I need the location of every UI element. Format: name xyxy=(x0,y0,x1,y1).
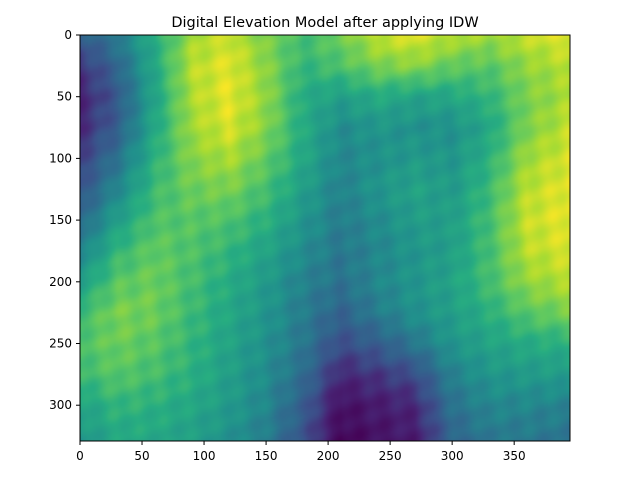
x-tick-label: 350 xyxy=(503,449,526,463)
x-tick-label: 150 xyxy=(255,449,278,463)
y-tick-label: 150 xyxy=(49,213,72,227)
chart-title: Digital Elevation Model after applying I… xyxy=(171,15,478,31)
x-tick-label: 100 xyxy=(193,449,216,463)
axes-frame xyxy=(79,34,571,442)
x-axis: 0 50 100 150 200 250 300 350 xyxy=(76,441,526,463)
y-tick-label: 250 xyxy=(49,337,72,351)
y-tick-label: 300 xyxy=(49,398,72,412)
y-tick-label: 100 xyxy=(49,151,72,165)
y-tick-label: 0 xyxy=(64,28,72,42)
x-tick-label: 250 xyxy=(379,449,402,463)
y-tick-label: 50 xyxy=(57,90,72,104)
y-axis: 0 50 100 150 200 250 300 xyxy=(49,28,80,412)
y-tick-label: 200 xyxy=(49,275,72,289)
x-tick-label: 200 xyxy=(317,449,340,463)
plot-area xyxy=(79,34,571,442)
x-tick-label: 50 xyxy=(134,449,149,463)
elevation-heatmap xyxy=(80,35,570,441)
x-tick-label: 0 xyxy=(76,449,84,463)
x-tick-label: 300 xyxy=(441,449,464,463)
